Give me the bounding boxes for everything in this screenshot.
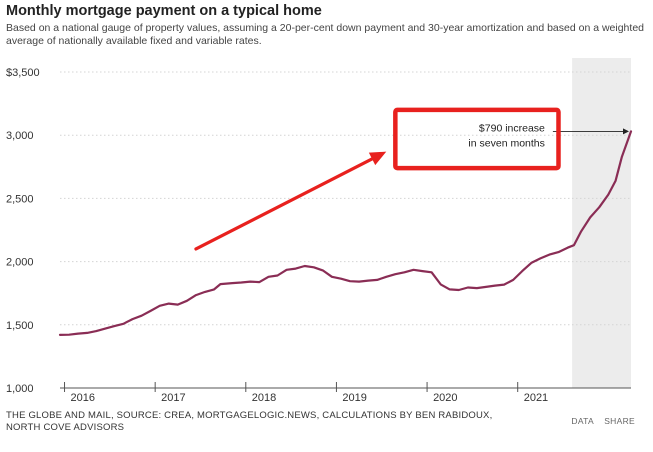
x-tick-label: 2019 bbox=[342, 392, 366, 404]
x-tick-label: 2020 bbox=[433, 392, 457, 404]
share-link[interactable]: SHARE bbox=[604, 416, 635, 426]
annotation-line-1: $790 increase bbox=[479, 122, 545, 134]
x-tick-label: 2018 bbox=[252, 392, 276, 404]
series-line bbox=[58, 130, 633, 336]
chart-title: Monthly mortgage payment on a typical ho… bbox=[6, 3, 322, 19]
source-credit: THE GLOBE AND MAIL, SOURCE: CREA, MORTGA… bbox=[6, 410, 493, 433]
y-tick-label: $3,500 bbox=[6, 67, 40, 79]
x-tick-label: 2016 bbox=[71, 392, 95, 404]
y-tick-label: 2,500 bbox=[6, 193, 34, 205]
y-tick-label: 1,000 bbox=[6, 383, 34, 395]
footer-links: DATA SHARE bbox=[563, 416, 635, 426]
pointer-arrow-head bbox=[368, 151, 387, 166]
y-tick-label: 2,000 bbox=[6, 257, 34, 269]
shaded-region bbox=[572, 58, 631, 388]
y-tick-label: 1,500 bbox=[6, 320, 34, 332]
annotation-line-2: in seven months bbox=[468, 137, 544, 149]
y-tick-label: 3,000 bbox=[6, 130, 34, 142]
data-link[interactable]: DATA bbox=[571, 416, 594, 426]
highlight-box bbox=[393, 107, 561, 171]
x-tick-label: 2021 bbox=[524, 392, 548, 404]
x-tick-label: 2017 bbox=[161, 392, 185, 404]
chart-subtitle: Based on a national gauge of property va… bbox=[6, 22, 644, 47]
annotation-arrow-head bbox=[623, 128, 629, 135]
pointer-arrow-shaft bbox=[194, 157, 374, 251]
